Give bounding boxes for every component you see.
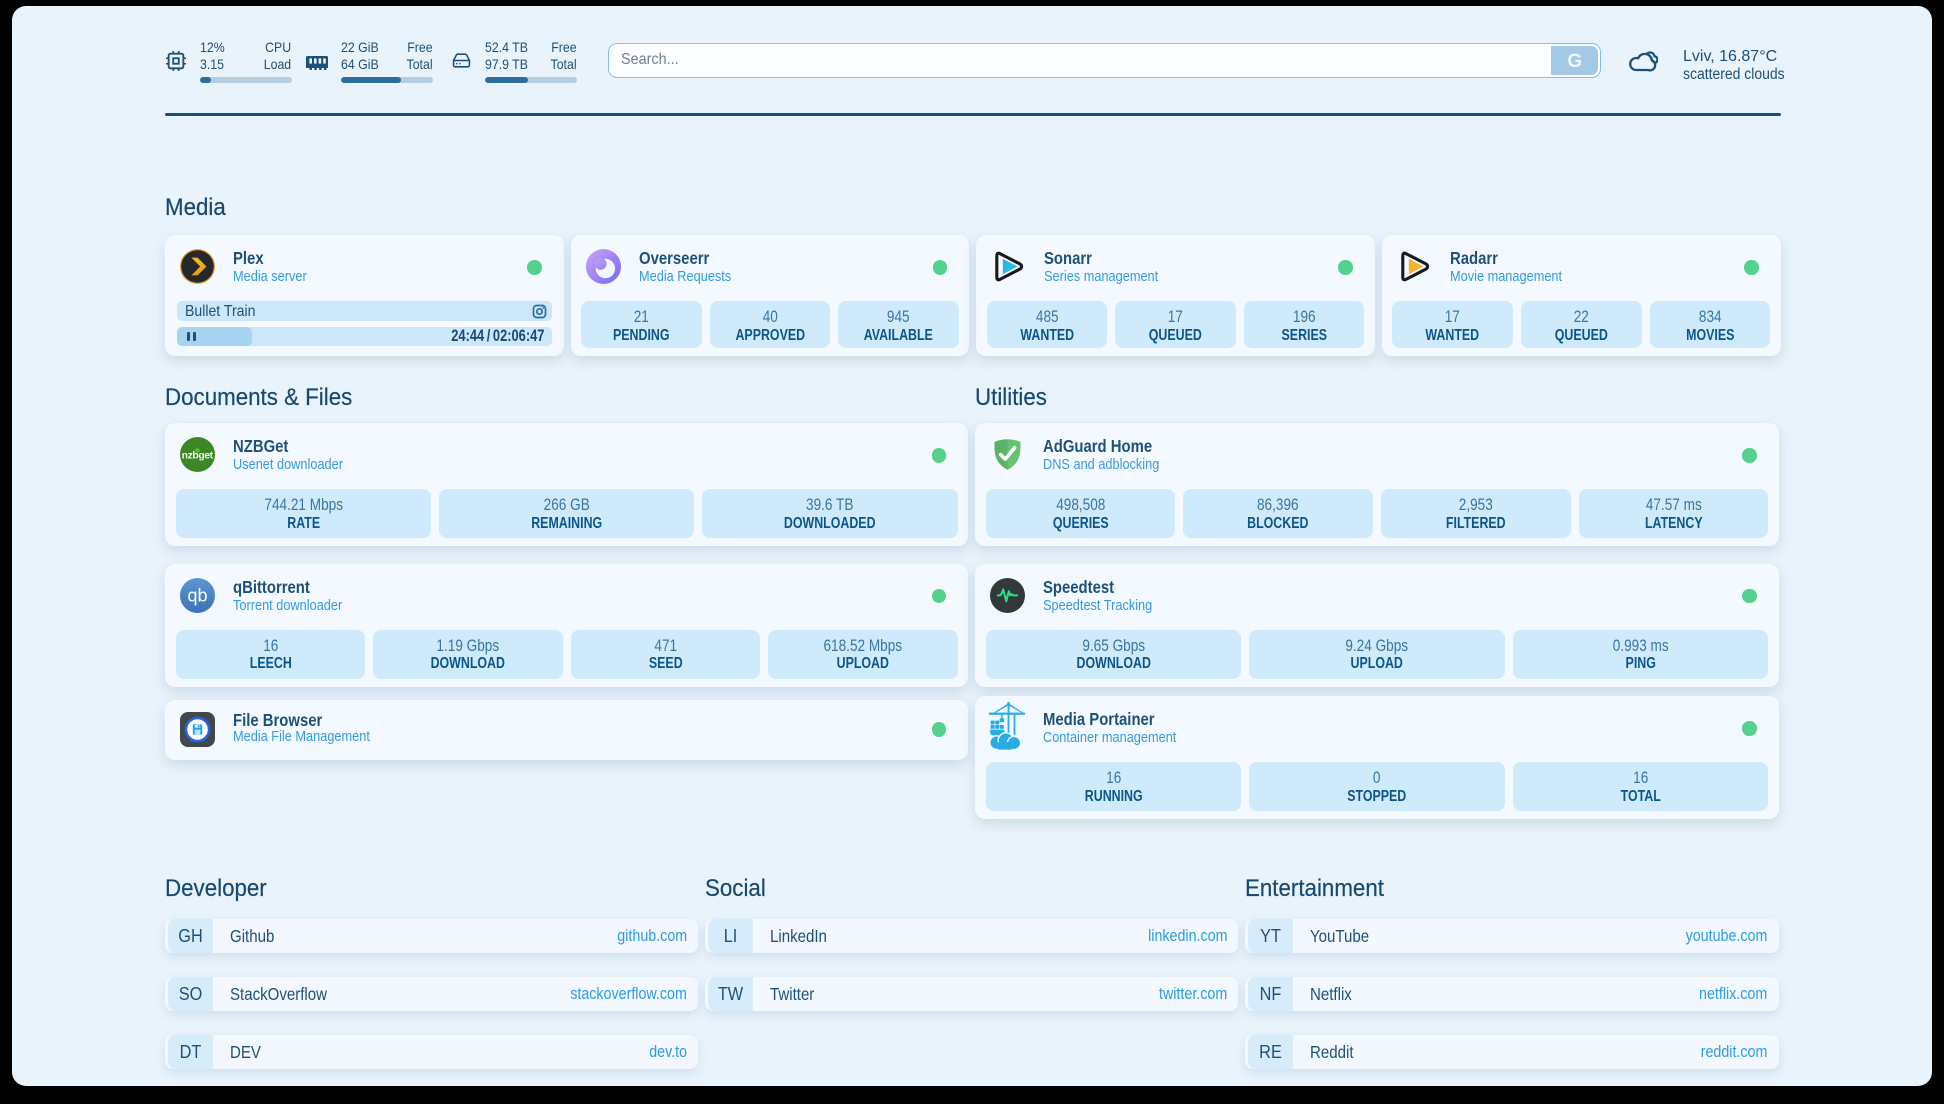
svg-text:qb: qb [187, 585, 207, 605]
svg-text:nzbget: nzbget [182, 451, 214, 462]
